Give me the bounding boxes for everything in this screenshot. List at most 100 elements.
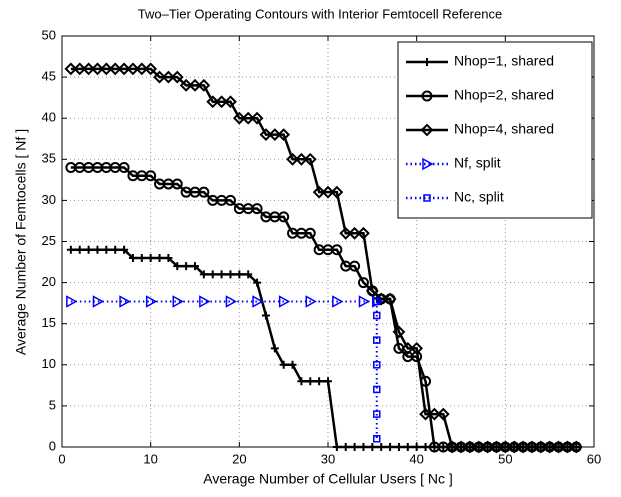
marker xyxy=(135,62,149,76)
legend-label: Nhop=4, shared xyxy=(454,121,554,137)
marker xyxy=(373,297,381,306)
marker xyxy=(525,440,539,454)
marker xyxy=(463,440,477,454)
marker xyxy=(217,270,226,279)
marker xyxy=(99,62,113,76)
y-tick-label: 0 xyxy=(49,438,56,453)
marker xyxy=(93,245,102,254)
marker xyxy=(305,295,317,308)
marker xyxy=(164,253,173,262)
marker xyxy=(270,344,279,353)
marker xyxy=(339,226,353,240)
marker xyxy=(224,95,237,109)
marker xyxy=(569,440,583,454)
marker xyxy=(92,295,105,308)
y-tick-label: 20 xyxy=(42,274,56,289)
x-tick-label: 0 xyxy=(58,451,65,466)
marker xyxy=(330,185,344,199)
marker xyxy=(224,194,236,206)
marker xyxy=(250,111,264,125)
marker xyxy=(357,226,370,240)
marker xyxy=(373,435,381,443)
marker xyxy=(278,295,291,308)
marker xyxy=(198,186,210,198)
marker xyxy=(349,260,361,272)
marker xyxy=(373,361,381,369)
marker xyxy=(423,58,431,66)
marker xyxy=(419,407,432,421)
marker xyxy=(172,295,184,308)
marker xyxy=(294,152,308,166)
marker xyxy=(64,62,78,76)
marker xyxy=(197,78,211,92)
marker xyxy=(225,295,238,308)
marker xyxy=(516,440,530,454)
marker xyxy=(278,211,290,223)
marker xyxy=(534,440,548,454)
marker xyxy=(331,244,343,256)
x-tick-label: 50 xyxy=(498,451,512,466)
marker xyxy=(84,245,93,254)
marker xyxy=(108,62,122,76)
marker xyxy=(373,385,381,394)
marker xyxy=(118,162,130,174)
marker xyxy=(481,440,495,454)
marker xyxy=(66,245,75,254)
marker xyxy=(252,295,264,308)
marker xyxy=(297,377,306,386)
marker xyxy=(560,440,574,454)
legend-label: Nf, split xyxy=(454,155,501,171)
marker xyxy=(155,253,164,262)
marker xyxy=(244,270,253,279)
marker xyxy=(206,95,220,109)
marker xyxy=(126,62,140,76)
marker xyxy=(373,410,381,418)
marker xyxy=(312,185,326,199)
marker xyxy=(472,440,486,454)
x-tick-label: 60 xyxy=(587,451,601,466)
marker xyxy=(235,270,244,279)
marker xyxy=(374,292,388,306)
marker xyxy=(279,360,288,369)
marker xyxy=(288,360,297,369)
marker xyxy=(253,278,262,287)
marker xyxy=(241,111,255,125)
y-tick-label: 10 xyxy=(42,356,56,371)
marker xyxy=(498,440,512,454)
marker xyxy=(321,185,335,199)
axes-box xyxy=(61,35,595,448)
marker xyxy=(261,311,270,320)
y-tick-label: 40 xyxy=(42,110,56,125)
marker xyxy=(373,311,381,320)
x-tick-label: 30 xyxy=(321,451,335,466)
marker xyxy=(324,377,332,386)
marker xyxy=(111,245,120,254)
marker xyxy=(179,78,193,92)
marker xyxy=(277,128,291,142)
marker xyxy=(259,128,273,142)
y-tick-label: 5 xyxy=(49,397,56,412)
legend-label: Nhop=2, shared xyxy=(454,87,554,103)
marker xyxy=(410,341,424,355)
marker xyxy=(304,227,316,239)
marker xyxy=(146,253,155,262)
marker xyxy=(268,128,282,142)
marker xyxy=(445,440,459,454)
marker xyxy=(286,152,299,166)
marker xyxy=(66,295,78,308)
marker xyxy=(128,253,137,262)
marker xyxy=(436,407,450,421)
x-axis-label: Average Number of Cellular Users [ Nc ] xyxy=(203,471,453,487)
marker xyxy=(199,295,211,308)
x-tick-label: 10 xyxy=(143,451,157,466)
marker xyxy=(171,178,183,190)
marker xyxy=(119,295,131,308)
x-tick-label: 20 xyxy=(232,451,246,466)
marker xyxy=(421,90,433,102)
marker xyxy=(401,341,415,355)
marker xyxy=(117,62,131,76)
y-tick-label: 50 xyxy=(42,27,56,42)
y-tick-label: 15 xyxy=(42,315,56,330)
marker xyxy=(306,377,315,386)
